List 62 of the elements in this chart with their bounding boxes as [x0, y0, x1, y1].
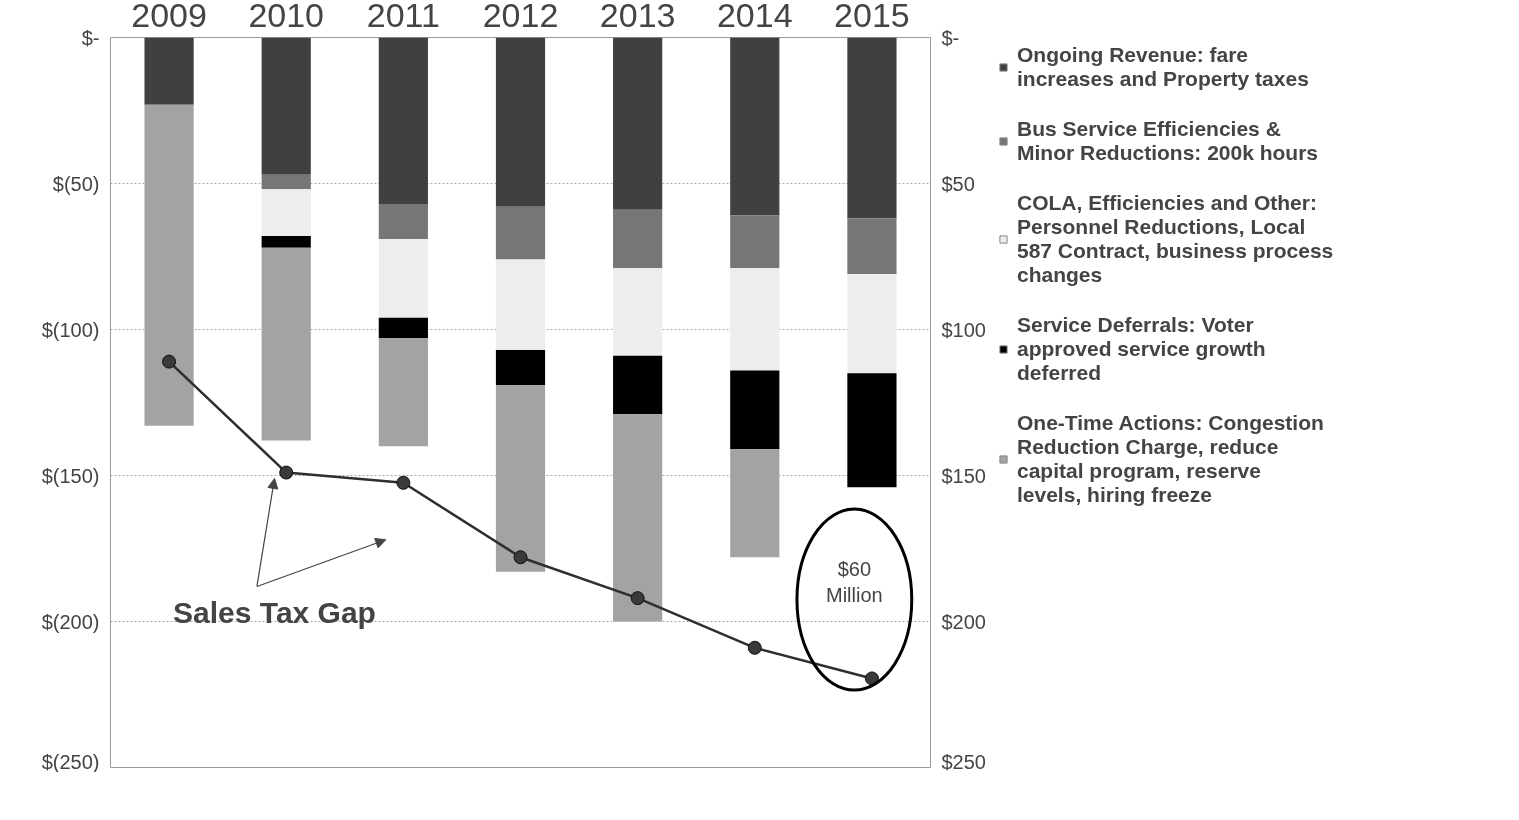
bar [613, 37, 663, 210]
annotation: $60 Million [826, 557, 883, 607]
x-tick-label: 2010 [248, 0, 325, 34]
bar [144, 37, 194, 105]
x-tick-label: 2011 [366, 0, 440, 34]
legend-label: Ongoing Revenue: fare increases and Property taxes [1017, 43, 1310, 91]
bar [495, 349, 546, 385]
bar [730, 449, 780, 558]
bar [378, 37, 428, 204]
bar [613, 268, 663, 356]
bar [378, 317, 428, 339]
x-tick-label: 2015 [834, 0, 910, 34]
point [396, 475, 411, 490]
bar [261, 236, 311, 248]
bar [495, 259, 546, 350]
bar [261, 37, 311, 175]
bar [613, 355, 663, 415]
annotation: Sales Tax Gap [173, 596, 376, 630]
point [630, 591, 645, 606]
y2-tick-label: $200 [941, 610, 986, 633]
bar [261, 247, 311, 441]
x-tick-label: 2013 [599, 0, 676, 34]
point [279, 465, 294, 480]
point [513, 550, 528, 565]
bar [847, 218, 897, 275]
bar [613, 209, 663, 269]
bar [847, 373, 897, 488]
bar [730, 268, 780, 371]
legend-label: One-Time Actions: Congestion Reduction Charge, reduce capital program, reserve levels, hiring freeze [1017, 411, 1325, 507]
point [864, 671, 879, 686]
bar [730, 215, 780, 269]
bar [378, 238, 428, 318]
y-tick-label: $(50) [52, 172, 100, 195]
legend-label: Service Deferrals: Voter approved service growth deferred [1017, 313, 1267, 385]
bar [378, 203, 428, 239]
bar [495, 37, 546, 207]
y2-tick-label: $100 [941, 318, 986, 341]
y2-tick-label: $- [941, 26, 960, 49]
legend-label: Bus Service Efficiencies & Minor Reductions: 200k hours [1017, 117, 1320, 165]
bar [261, 189, 311, 237]
point [747, 640, 762, 655]
x-tick-label: 2009 [131, 0, 207, 34]
bar [378, 338, 428, 447]
x-tick-label: 2014 [716, 0, 793, 34]
y2-tick-label: $250 [941, 750, 986, 773]
x-tick-label: 2012 [482, 0, 559, 34]
bar [730, 37, 780, 216]
bar [495, 206, 546, 260]
bar [261, 174, 311, 190]
y2-tick-label: $50 [941, 172, 975, 195]
bar [495, 384, 546, 572]
bar [730, 370, 780, 450]
y2-tick-label: $150 [941, 464, 986, 487]
y-tick-label: $(250) [41, 750, 100, 773]
legend-label: COLA, Efficiencies and Other: Personnel Reductions, Local 587 Contract, business process changes [1017, 191, 1335, 287]
point [162, 354, 177, 369]
y-tick-label: $(150) [41, 464, 100, 487]
y-tick-label: $(100) [41, 318, 100, 341]
bar [847, 274, 897, 374]
y-tick-label: $(200) [41, 610, 100, 633]
y-tick-label: $- [81, 26, 100, 49]
bar [847, 37, 897, 219]
